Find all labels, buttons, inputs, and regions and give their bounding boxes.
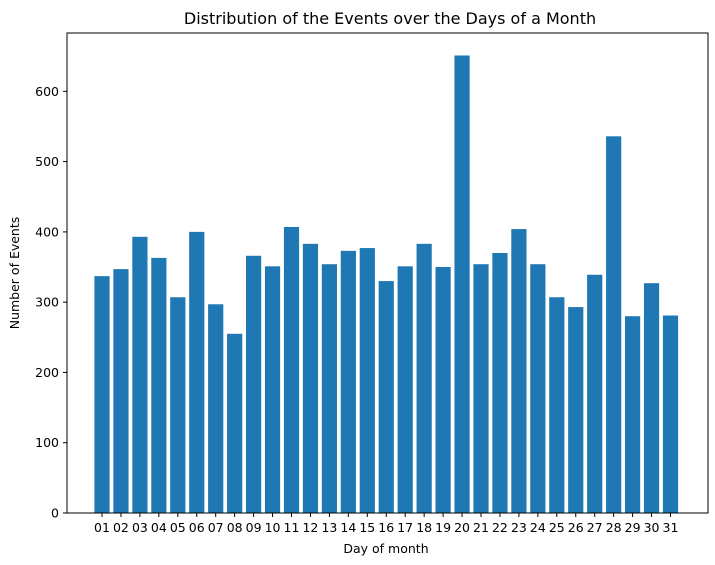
- y-tick-label: 0: [51, 506, 59, 521]
- x-tick-label: 31: [663, 520, 679, 535]
- bar-day-23: [511, 229, 527, 513]
- x-tick-label: 29: [625, 520, 641, 535]
- x-tick-label: 11: [284, 520, 300, 535]
- y-tick-label: 400: [35, 224, 59, 239]
- x-tick-label: 27: [587, 520, 603, 535]
- x-tick-label: 26: [568, 520, 584, 535]
- bar-day-06: [189, 231, 205, 513]
- x-tick-label: 12: [302, 520, 318, 535]
- bar-day-13: [321, 264, 337, 513]
- x-tick-label: 10: [265, 520, 281, 535]
- bar-day-05: [170, 297, 186, 513]
- bar-day-07: [208, 304, 224, 513]
- bar-day-26: [568, 307, 584, 513]
- y-tick-label: 500: [35, 154, 59, 169]
- bar-day-30: [643, 283, 660, 513]
- x-tick-label: 16: [378, 520, 394, 535]
- x-axis-label: Day of month: [343, 541, 428, 556]
- bar-day-17: [397, 266, 413, 513]
- y-tick-label: 200: [35, 365, 59, 380]
- bar-day-02: [113, 269, 129, 513]
- x-tick-label: 01: [94, 520, 110, 535]
- bar-day-20: [454, 55, 470, 514]
- plot-frame: [66, 32, 709, 514]
- bar-day-15: [359, 248, 375, 514]
- x-tick-label: 04: [151, 520, 167, 535]
- bar-day-28: [606, 136, 622, 513]
- x-tick-label: 17: [397, 520, 413, 535]
- x-tick-label: 18: [416, 520, 432, 535]
- bar-day-12: [302, 243, 319, 513]
- bar-day-09: [246, 255, 262, 513]
- bar-day-22: [492, 252, 508, 513]
- x-tick-label: 30: [644, 520, 660, 535]
- x-tick-label: 24: [530, 520, 546, 535]
- y-axis-ticks: 0 100 200 300 400 500 600: [35, 84, 67, 521]
- bar-day-29: [625, 316, 641, 513]
- y-tick-label: 600: [35, 84, 59, 99]
- x-tick-label: 05: [170, 520, 186, 535]
- x-tick-label: 06: [189, 520, 205, 535]
- x-tick-label: 21: [473, 520, 489, 535]
- bar-day-03: [132, 236, 148, 513]
- y-axis-label: Number of Events: [7, 217, 22, 330]
- bar-day-14: [340, 250, 356, 514]
- x-tick-label: 14: [340, 520, 356, 535]
- x-axis-ticks: 01 02 03 04 05 06 07 08 09 10 11 12 13 14 15 16 17 18 19 20…: [94, 513, 678, 535]
- x-tick-label: 09: [246, 520, 262, 535]
- bar-day-31: [662, 315, 679, 513]
- x-tick-label: 13: [321, 520, 337, 535]
- bar-day-08: [227, 333, 243, 513]
- x-tick-label: 03: [132, 520, 148, 535]
- bars-group: [94, 55, 679, 514]
- chart-title: Distribution of the Events over the Days…: [184, 9, 596, 28]
- x-tick-label: 25: [549, 520, 565, 535]
- x-tick-label: 15: [359, 520, 375, 535]
- x-tick-label: 19: [435, 520, 451, 535]
- bar-day-18: [416, 243, 432, 513]
- x-tick-label: 07: [208, 520, 224, 535]
- bar-day-19: [435, 267, 451, 513]
- bar-day-27: [587, 274, 603, 513]
- bar-day-24: [530, 264, 546, 513]
- x-tick-label: 02: [113, 520, 129, 535]
- bar-day-21: [473, 264, 489, 513]
- bar-day-25: [549, 297, 565, 513]
- y-tick-label: 300: [35, 295, 59, 310]
- x-tick-label: 20: [454, 520, 470, 535]
- x-tick-label: 08: [227, 520, 243, 535]
- x-tick-label: 23: [511, 520, 527, 535]
- y-tick-label: 100: [35, 435, 59, 450]
- bar-day-16: [378, 281, 394, 513]
- bar-day-01: [94, 276, 110, 513]
- bar-day-04: [151, 257, 167, 513]
- x-tick-label: 28: [606, 520, 622, 535]
- bar-day-11: [283, 226, 300, 513]
- bar-day-10: [264, 266, 281, 513]
- x-tick-label: 22: [492, 520, 508, 535]
